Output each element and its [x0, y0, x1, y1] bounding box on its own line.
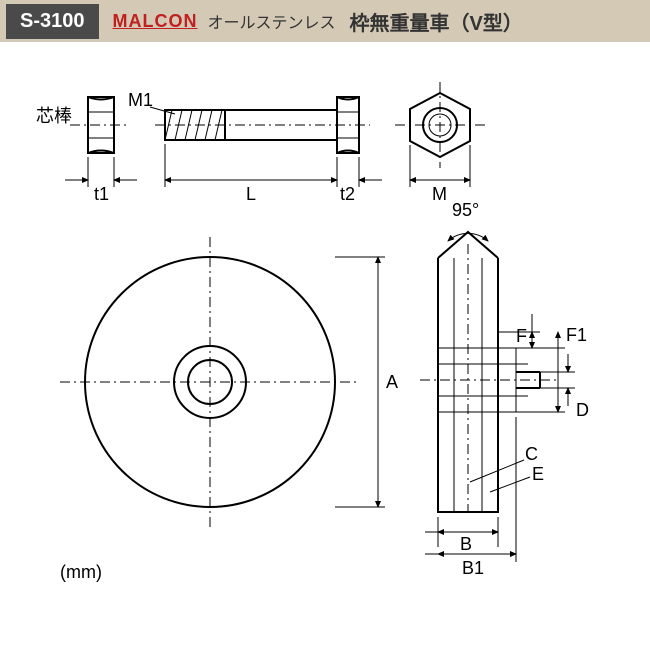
f1-label: F1 — [566, 325, 587, 346]
technical-drawing-svg — [0, 42, 650, 650]
diagram-canvas: 芯棒 M1 t1 L t2 M 95° A F F1 D C E B B1 (m… — [0, 42, 650, 650]
product-code-badge: S-3100 — [6, 4, 99, 39]
m-label: M — [432, 184, 447, 205]
t1-label: t1 — [94, 184, 109, 205]
m1-label: M1 — [128, 90, 153, 111]
header-bar: S-3100 MALCON オールステンレス 枠無重量車（V型） — [0, 0, 650, 42]
b1-label: B1 — [462, 558, 484, 579]
b-label: B — [460, 534, 472, 555]
subtitle-label: オールステンレス — [208, 9, 336, 33]
title-label: 枠無重量車（V型） — [350, 7, 523, 36]
shinbo-label: 芯棒 — [36, 102, 72, 128]
t2-label: t2 — [340, 184, 355, 205]
d-label: D — [576, 400, 589, 421]
f-label: F — [516, 326, 527, 347]
unit-label: (mm) — [60, 562, 102, 583]
l-label: L — [246, 184, 256, 205]
angle-label: 95° — [452, 200, 479, 221]
a-label: A — [386, 372, 398, 393]
c-label: C — [525, 444, 538, 465]
e-label: E — [532, 464, 544, 485]
brand-label: MALCON — [113, 11, 198, 32]
